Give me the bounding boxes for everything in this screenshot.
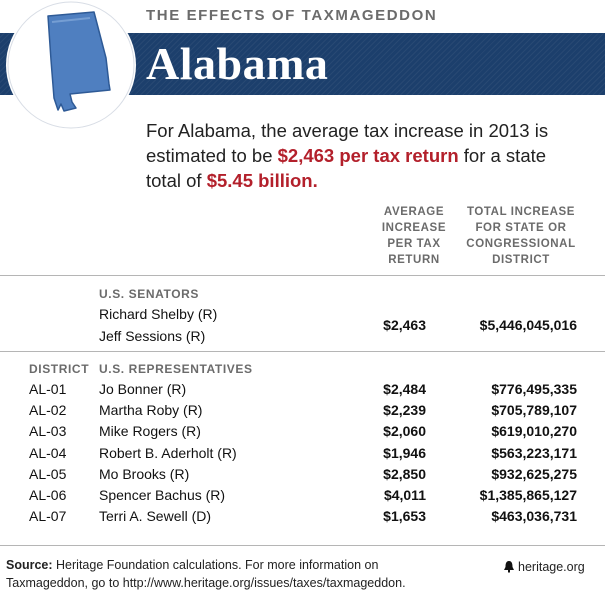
- divider-middle: [0, 351, 605, 352]
- senators-total-value: $5,446,045,016: [479, 317, 577, 333]
- representative-name: Terri A. Sewell (D): [99, 508, 212, 525]
- intro-highlight-total: $5.45 billion.: [206, 170, 318, 191]
- senators-avg-value: $2,463: [383, 317, 426, 333]
- district-column-label: DISTRICT: [29, 362, 90, 376]
- intro-text-2: for a state total of: [146, 145, 547, 191]
- representative-name: Mike Rogers (R): [99, 423, 201, 440]
- liberty-bell-icon: [504, 561, 514, 573]
- source-note: Source: Heritage Foundation calculations…: [6, 556, 436, 592]
- district-cell: AL-04: [29, 444, 67, 461]
- representatives-label: U.S. REPRESENTATIVES: [99, 362, 253, 376]
- total-increase-cell: $932,625,275: [491, 465, 577, 482]
- average-increase-cell: $4,011: [383, 487, 426, 503]
- district-cell: AL-01: [29, 381, 67, 397]
- table-row: AL-06 Spencer Bachus (R) $4,011 $1,385,865,…: [0, 485, 605, 506]
- senator-name: Jeff Sessions (R): [99, 328, 206, 344]
- district-cell: AL-06: [29, 487, 67, 503]
- representative-name: Jo Bonner (R): [99, 381, 187, 397]
- district-cell: AL-07: [29, 508, 67, 525]
- representative-name: Mo Brooks (R): [99, 465, 190, 482]
- total-increase-cell: $619,010,270: [491, 423, 577, 440]
- average-increase-cell: $2,239: [383, 402, 426, 419]
- total-increase-cell: $1,385,865,127: [479, 487, 577, 503]
- district-cell: AL-05: [29, 465, 67, 482]
- table-row: AL-04 Robert B. Aderholt (R) $1,946 $563,22…: [0, 443, 605, 464]
- table-row: AL-07 Terri A. Sewell (D) $1,653 $463,036,7…: [0, 506, 605, 527]
- intro-paragraph: For Alabama, the average tax increase in…: [146, 118, 586, 193]
- average-increase-cell: $1,946: [383, 444, 426, 461]
- total-increase-cell: $463,036,731: [491, 508, 577, 525]
- source-text: Heritage Foundation calculations. For mo…: [6, 558, 406, 590]
- table-row: AL-05 Mo Brooks (R) $2,850 $932,625,275: [0, 464, 605, 485]
- column-header-total: TOTAL INCREASE FOR STATE OR CONGRESSIONA…: [466, 206, 576, 266]
- total-increase-cell: $776,495,335: [491, 381, 577, 397]
- table-row: AL-03 Mike Rogers (R) $2,060 $619,010,270: [0, 421, 605, 442]
- representative-name: Spencer Bachus (R): [99, 487, 226, 503]
- alabama-map-icon: [7, 1, 135, 129]
- intro-highlight-per-return: $2,463 per tax return: [277, 145, 459, 166]
- total-increase-cell: $705,789,107: [491, 402, 577, 419]
- total-increase-cell: $563,223,171: [491, 444, 577, 461]
- senators-label: U.S. SENATORS: [99, 287, 200, 301]
- column-header-average: AVERAGE INCREASE PER TAX RETURN: [381, 206, 447, 266]
- heritage-link[interactable]: heritage.org: [518, 560, 585, 574]
- state-title: Alabama: [146, 38, 329, 89]
- average-increase-cell: $2,484: [383, 381, 426, 397]
- source-label: Source:: [6, 558, 53, 572]
- footer: Source: Heritage Foundation calculations…: [0, 545, 605, 612]
- state-map-badge: [6, 0, 136, 130]
- average-increase-cell: $1,653: [383, 508, 426, 525]
- kicker-title: THE EFFECTS OF TAXMAGEDDON: [146, 7, 438, 24]
- average-increase-cell: $2,060: [383, 423, 426, 440]
- representative-name: Robert B. Aderholt (R): [99, 444, 237, 461]
- senator-name: Richard Shelby (R): [99, 306, 218, 322]
- representative-name: Martha Roby (R): [99, 402, 203, 419]
- average-increase-cell: $2,850: [383, 465, 426, 482]
- divider-top: [0, 275, 605, 276]
- district-cell: AL-02: [29, 402, 67, 419]
- table-row: AL-02 Martha Roby (R) $2,239 $705,789,107: [0, 400, 605, 421]
- district-cell: AL-03: [29, 423, 67, 440]
- intro-text-1: For Alabama, the average tax increase in…: [146, 120, 549, 166]
- table-row: AL-01 Jo Bonner (R) $2,484 $776,495,335: [0, 379, 605, 400]
